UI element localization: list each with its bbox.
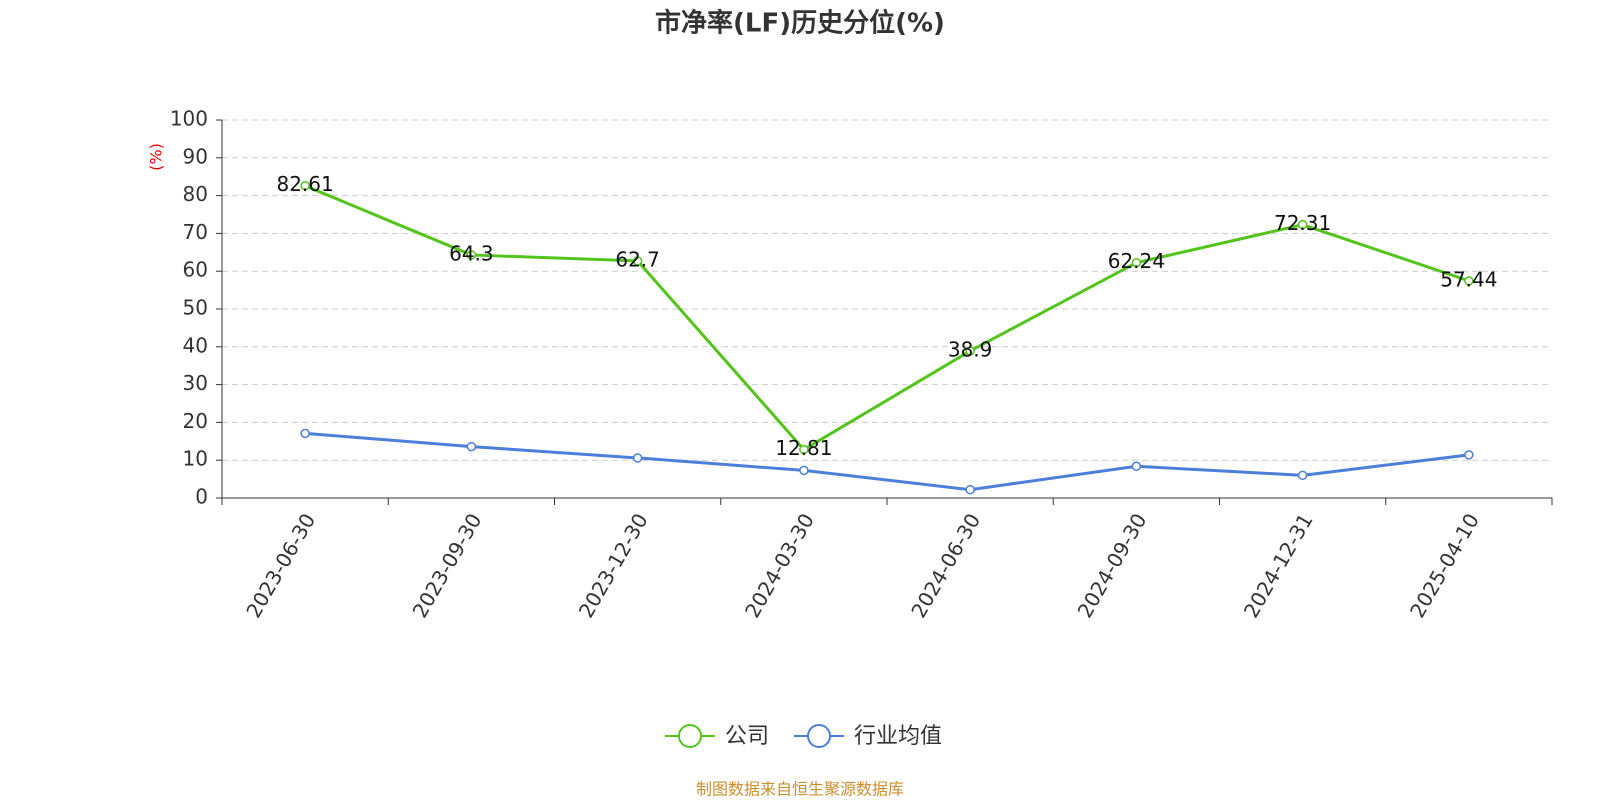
point bbox=[632, 453, 643, 463]
data-label: 64.3 bbox=[449, 241, 494, 265]
legend-label: 行业均值 bbox=[854, 724, 942, 749]
legend-marker bbox=[678, 724, 702, 748]
series-line bbox=[305, 431, 1470, 492]
y-tick-label: 70 bbox=[183, 220, 208, 244]
data-label: 82.61 bbox=[276, 172, 333, 196]
x-tick-label: 2023-12-30 bbox=[574, 509, 653, 622]
series-line bbox=[304, 184, 1470, 452]
y-tick-label: 10 bbox=[183, 447, 208, 471]
data-label: 57.44 bbox=[1440, 267, 1497, 291]
x-tick-label: 2023-09-30 bbox=[408, 509, 487, 622]
x-tick-label: 2023-06-30 bbox=[241, 509, 320, 622]
legend-label: 公司 bbox=[725, 724, 769, 749]
data-label: 62.7 bbox=[615, 247, 660, 271]
point bbox=[466, 441, 477, 452]
point bbox=[965, 484, 975, 495]
y-tick-label: 40 bbox=[183, 333, 208, 357]
data-label: 72.31 bbox=[1274, 211, 1331, 235]
y-tick-label: 30 bbox=[183, 371, 208, 395]
y-tick-label: 90 bbox=[183, 144, 208, 168]
data-label: 38.9 bbox=[948, 337, 993, 361]
point bbox=[632, 256, 643, 266]
x-tick-label: 2024-09-30 bbox=[1073, 509, 1152, 622]
y-tick-label: 60 bbox=[183, 258, 208, 282]
point bbox=[799, 444, 809, 455]
point bbox=[466, 250, 477, 260]
point bbox=[1464, 450, 1474, 460]
y-tick-label: 80 bbox=[183, 182, 208, 206]
source-note: 制图数据来自恒生聚源数据库 bbox=[696, 780, 904, 799]
data-label: 62.24 bbox=[1108, 249, 1165, 273]
legend-marker bbox=[807, 724, 832, 748]
x-tick-label: 2024-12-31 bbox=[1239, 509, 1318, 622]
point bbox=[965, 346, 975, 356]
data-label: 12.81 bbox=[775, 436, 832, 460]
y-tick-label: 20 bbox=[183, 409, 208, 433]
point bbox=[1297, 219, 1308, 230]
x-tick-label: 2025-04-10 bbox=[1405, 509, 1484, 622]
point bbox=[300, 180, 310, 191]
point bbox=[1464, 276, 1474, 286]
y-tick-label: 50 bbox=[183, 296, 208, 320]
point bbox=[1297, 470, 1308, 481]
point bbox=[300, 428, 310, 439]
x-tick-label: 2024-03-30 bbox=[740, 509, 819, 622]
point bbox=[1131, 461, 1142, 471]
chart-title: 市净率(LF)历史分位(%) bbox=[655, 8, 945, 39]
x-tick-label: 2024-06-30 bbox=[906, 509, 985, 622]
y-axis-label: (%) bbox=[147, 143, 166, 171]
y-tick-label: 0 bbox=[195, 485, 208, 509]
point bbox=[1131, 257, 1142, 268]
y-tick-label: 100 bbox=[170, 107, 208, 131]
point bbox=[799, 465, 809, 476]
